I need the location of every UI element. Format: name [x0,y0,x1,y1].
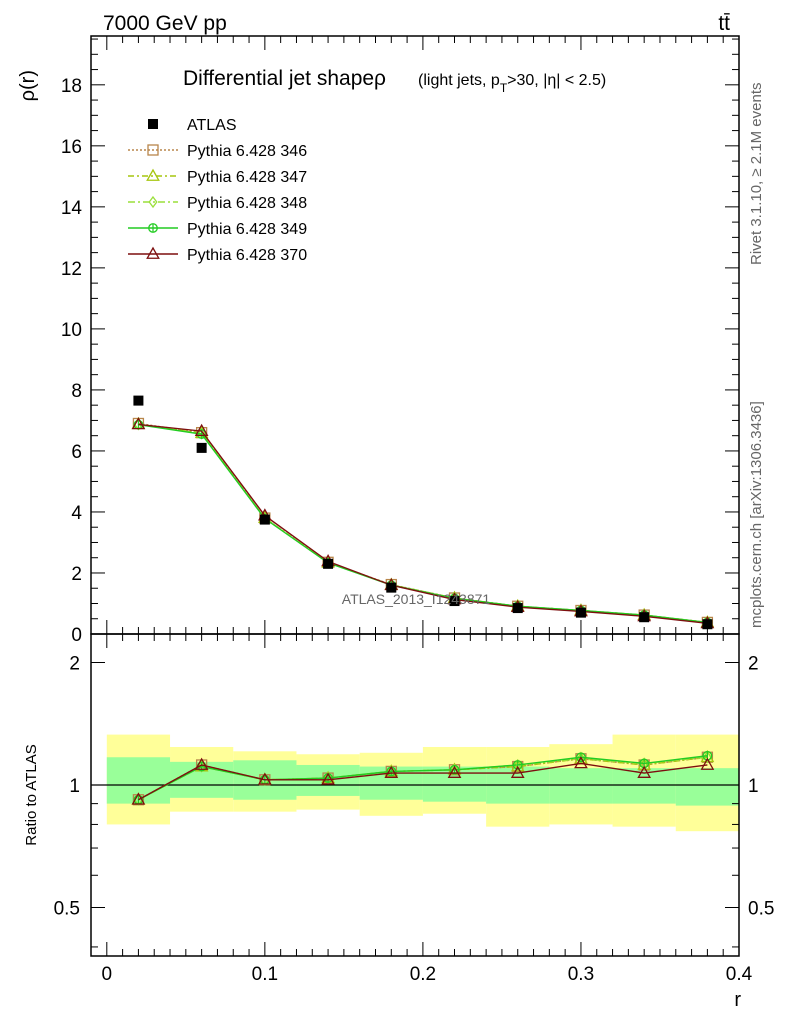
ratio-point-4 [384,765,399,778]
y-tick-label: 12 [61,259,82,280]
y-tick-label: 18 [61,76,82,97]
ratio-band-inner [675,768,739,806]
x-tick-label: 0.2 [410,964,436,985]
side-text-bottom: mcplots.cern.ch [arXiv:1306.3436] [748,401,765,628]
ratio-point-4 [131,792,146,805]
data-point [639,612,650,623]
y-tick-label: 8 [71,381,82,402]
ratio-point-4 [257,772,272,785]
legend-label-0: Pythia 6.428 346 [187,143,307,160]
main-marks [131,395,715,630]
y-tick-label: 2 [71,564,82,585]
ratio-frame [90,633,740,957]
legend-label-data: ATLAS [187,117,237,134]
ratio-point-2 [513,758,523,772]
header-left: 7000 GeV pp [103,12,227,35]
y-tick-label: 14 [61,198,83,219]
ratio-tick-label: 0.5 [54,898,80,919]
ratio-point-2 [449,763,460,776]
chart-title: Differential jet shapeρ [183,67,386,90]
side-text-top: Rivet 3.1.10, ≥ 2.1M events [748,83,765,266]
x-tick-label: 0.1 [252,964,278,985]
chart-title-suffix: (light jets, pT>30, |η| < 2.5) [418,72,606,95]
legend-marker-data [148,119,158,129]
ratio-y-label: Ratio to ATLAS [23,744,40,845]
data-point [323,558,334,569]
data-point [259,514,270,525]
ratio-tick-label-right: 1 [748,776,759,797]
ratio-point-4 [700,757,715,770]
ratio-point-4 [447,765,462,778]
legend-label-1: Pythia 6.428 347 [187,169,307,186]
ratio-tick-label: 2 [69,654,80,675]
series-line-4 [138,423,708,625]
data-point [575,607,586,618]
ratio-band-inner [549,768,613,804]
ratio-point-2 [323,771,333,785]
y-tick-label: 4 [71,503,82,524]
main-axes: 0 2 4 6 8 10 12 14 16 18 [61,36,740,646]
x-axis-label: r [734,989,741,1011]
legend-marker-1 [146,168,160,181]
y-tick-label: 0 [71,625,82,646]
ratio-tick-label-right: 0.5 [748,898,774,919]
header-right: tt̄ [718,12,730,35]
y-tick-label: 6 [71,442,82,463]
ratio-point-4 [574,756,588,769]
ratio-plot: 0 0.1 0.2 0.3 0.4 0.5 0.5 1 1 2 2 Ratio to ATLAS [23,633,774,985]
data-point [702,619,713,630]
legend-label-3: Pythia 6.428 349 [187,221,307,238]
ratio-point-4 [194,757,209,770]
legend-label-2: Pythia 6.428 348 [187,195,307,212]
legend-marker-0 [147,144,159,156]
ratio-point-2 [639,757,649,770]
series-point-4 [131,417,146,430]
data-point [449,596,460,607]
x-tick-label: 0.4 [726,964,753,985]
ratio-marks [91,734,739,832]
watermark: ATLAS_2013_I1243871 [342,591,491,607]
data-point [512,603,523,614]
ratio-line-3 [138,755,708,801]
y-tick-label: 10 [61,320,82,341]
ratio-axes: 0 0.1 0.2 0.3 0.4 0.5 0.5 1 1 2 2 [54,634,774,985]
series-point-4 [194,423,209,437]
x-tick-label: 0.3 [568,964,594,985]
ratio-point-2 [386,765,396,778]
data-point [133,395,144,406]
legend: ATLAS Pythia 6.428 346 Pythia 6.428 347 Pyt… [128,117,307,264]
y-axis-label: ρ(r) [17,70,39,101]
ratio-line-2 [138,756,708,801]
x-tick-label: 0 [102,964,113,985]
ratio-line-4 [138,762,708,801]
ratio-point-4 [637,765,652,778]
ratio-point-4 [510,765,525,778]
y-tick-label: 16 [61,137,82,158]
ratio-band-inner [612,768,676,804]
legend-marker-4 [146,246,160,259]
data-point [196,442,207,453]
ratio-tick-label: 1 [69,776,80,797]
legend-marker-2 [148,195,158,209]
data-point [386,582,397,593]
ratio-point-4 [321,772,335,785]
ratio-tick-label-right: 2 [748,654,759,675]
legend-label-4: Pythia 6.428 370 [187,247,307,264]
